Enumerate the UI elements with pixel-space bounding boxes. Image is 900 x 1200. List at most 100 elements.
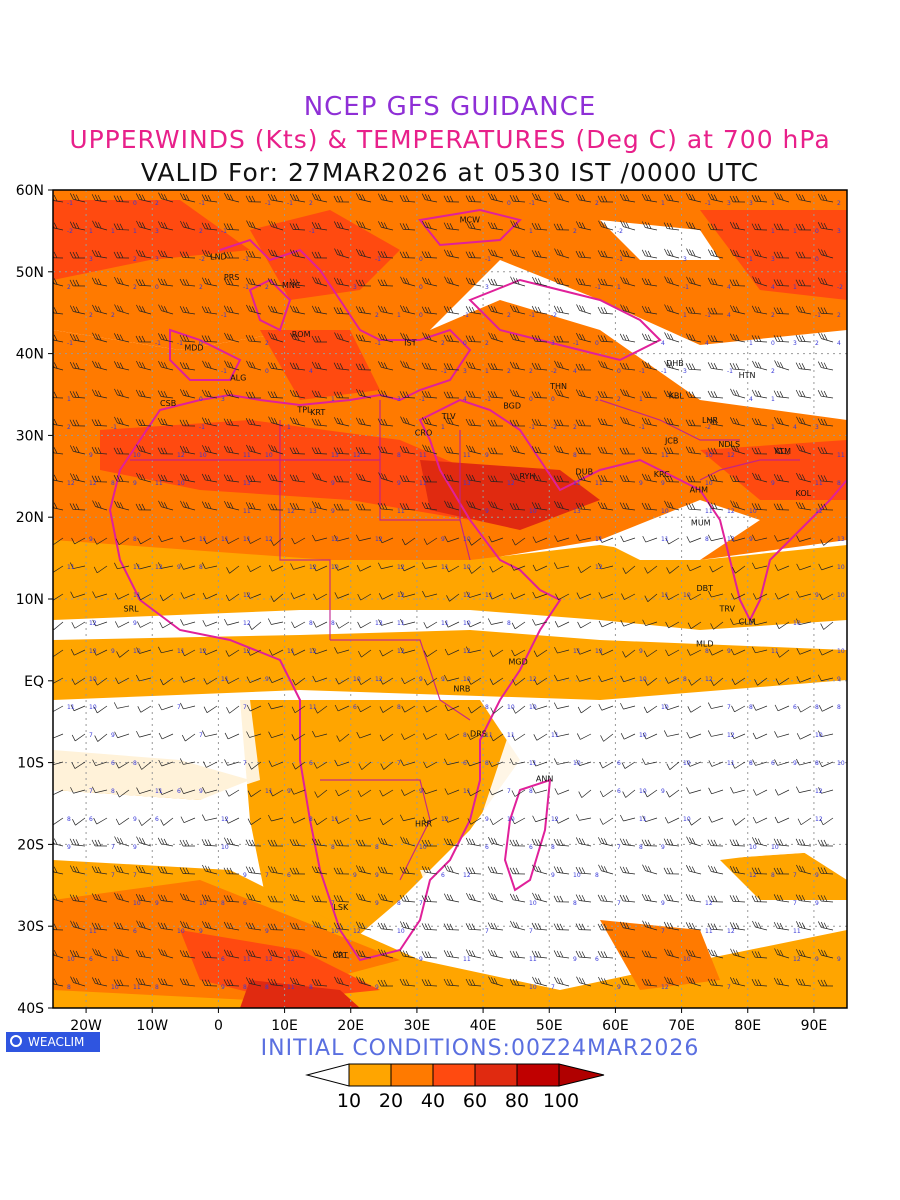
lon-label: 10E xyxy=(271,1018,298,1034)
svg-text:10: 10 xyxy=(573,872,581,879)
svg-text:3: 3 xyxy=(837,228,841,235)
svg-text:7: 7 xyxy=(793,872,797,879)
svg-text:1: 1 xyxy=(133,228,137,235)
svg-text:12: 12 xyxy=(243,592,251,599)
svg-text:9: 9 xyxy=(661,844,665,851)
svg-text:9: 9 xyxy=(331,508,335,515)
svg-text:9: 9 xyxy=(331,480,335,487)
svg-text:9: 9 xyxy=(441,676,445,683)
svg-text:7: 7 xyxy=(243,704,247,711)
svg-text:8: 8 xyxy=(111,480,115,487)
lat-label: 30S xyxy=(17,919,44,935)
svg-text:10: 10 xyxy=(221,844,229,851)
svg-text:1: 1 xyxy=(287,424,291,431)
svg-text:-2: -2 xyxy=(67,228,73,235)
svg-text:6: 6 xyxy=(463,760,467,767)
svg-text:7: 7 xyxy=(529,928,533,935)
svg-text:-1: -1 xyxy=(485,396,491,403)
svg-text:10: 10 xyxy=(265,452,273,459)
city-label: LND xyxy=(210,253,227,262)
svg-text:-1: -1 xyxy=(221,228,227,235)
svg-text:8: 8 xyxy=(815,760,819,767)
svg-text:11: 11 xyxy=(705,928,713,935)
svg-text:9: 9 xyxy=(155,900,159,907)
lat-label: 30N xyxy=(16,428,44,444)
svg-text:12: 12 xyxy=(287,956,295,963)
svg-text:9: 9 xyxy=(419,788,423,795)
svg-text:10: 10 xyxy=(111,984,119,991)
svg-text:12: 12 xyxy=(397,564,405,571)
svg-text:2: 2 xyxy=(837,200,841,207)
svg-text:8: 8 xyxy=(331,844,335,851)
svg-text:4: 4 xyxy=(749,396,753,403)
svg-text:11: 11 xyxy=(133,984,141,991)
city-label: JCB xyxy=(664,437,678,446)
svg-text:12: 12 xyxy=(397,592,405,599)
svg-text:1: 1 xyxy=(771,228,775,235)
svg-text:12: 12 xyxy=(309,564,317,571)
svg-text:9: 9 xyxy=(133,480,137,487)
lat-label: 10N xyxy=(16,592,44,608)
svg-text:11: 11 xyxy=(243,452,251,459)
svg-text:6: 6 xyxy=(89,816,93,823)
city-label: DUB xyxy=(576,468,594,477)
svg-text:0: 0 xyxy=(771,340,775,347)
svg-text:12: 12 xyxy=(551,816,559,823)
colorbar-label: 100 xyxy=(543,1090,579,1112)
svg-text:11: 11 xyxy=(243,508,251,515)
svg-text:10: 10 xyxy=(463,536,471,543)
svg-text:2: 2 xyxy=(441,340,445,347)
svg-text:2: 2 xyxy=(815,340,819,347)
city-label: MDD xyxy=(184,343,203,352)
svg-text:12: 12 xyxy=(265,956,273,963)
lat-label: 40N xyxy=(16,347,44,363)
svg-text:6: 6 xyxy=(287,872,291,879)
svg-text:9: 9 xyxy=(221,984,225,991)
svg-text:6: 6 xyxy=(529,844,533,851)
wind-barbs xyxy=(53,192,834,987)
svg-text:9: 9 xyxy=(265,676,269,683)
svg-text:7: 7 xyxy=(551,984,555,991)
city-label: LSK xyxy=(333,903,349,912)
svg-text:2: 2 xyxy=(375,312,379,319)
svg-text:0: 0 xyxy=(419,312,423,319)
svg-text:2: 2 xyxy=(67,424,71,431)
svg-text:3: 3 xyxy=(221,396,225,403)
svg-text:-2: -2 xyxy=(837,284,843,291)
svg-text:10: 10 xyxy=(507,704,515,711)
svg-text:7: 7 xyxy=(89,732,93,739)
svg-text:10: 10 xyxy=(815,732,823,739)
svg-text:2: 2 xyxy=(837,312,841,319)
svg-text:12: 12 xyxy=(375,676,383,683)
svg-text:11: 11 xyxy=(155,480,163,487)
svg-text:9: 9 xyxy=(89,536,93,543)
city-label: KRC xyxy=(654,470,670,479)
svg-text:-1: -1 xyxy=(573,340,579,347)
city-label: MGD xyxy=(509,657,528,666)
svg-text:7: 7 xyxy=(265,872,269,879)
svg-text:0: 0 xyxy=(815,228,819,235)
svg-text:11: 11 xyxy=(177,648,185,655)
svg-text:11: 11 xyxy=(309,704,317,711)
svg-text:11: 11 xyxy=(111,956,119,963)
axis-ticks xyxy=(48,189,815,1013)
svg-text:10: 10 xyxy=(529,704,537,711)
svg-text:12: 12 xyxy=(595,564,603,571)
colorbar-40-60 xyxy=(432,1063,476,1087)
svg-text:6: 6 xyxy=(243,900,247,907)
svg-text:10: 10 xyxy=(705,452,713,459)
svg-text:8: 8 xyxy=(639,844,643,851)
svg-text:9: 9 xyxy=(199,928,203,935)
svg-text:12: 12 xyxy=(815,788,823,795)
svg-text:10: 10 xyxy=(661,508,669,515)
svg-text:12: 12 xyxy=(727,508,735,515)
svg-text:-1: -1 xyxy=(441,368,447,375)
svg-text:9: 9 xyxy=(639,480,643,487)
svg-text:12: 12 xyxy=(243,620,251,627)
svg-text:2: 2 xyxy=(771,312,775,319)
svg-text:8: 8 xyxy=(309,984,313,991)
svg-text:10: 10 xyxy=(419,844,427,851)
svg-text:10: 10 xyxy=(529,508,537,515)
svg-text:-1: -1 xyxy=(221,368,227,375)
svg-text:11: 11 xyxy=(815,480,823,487)
